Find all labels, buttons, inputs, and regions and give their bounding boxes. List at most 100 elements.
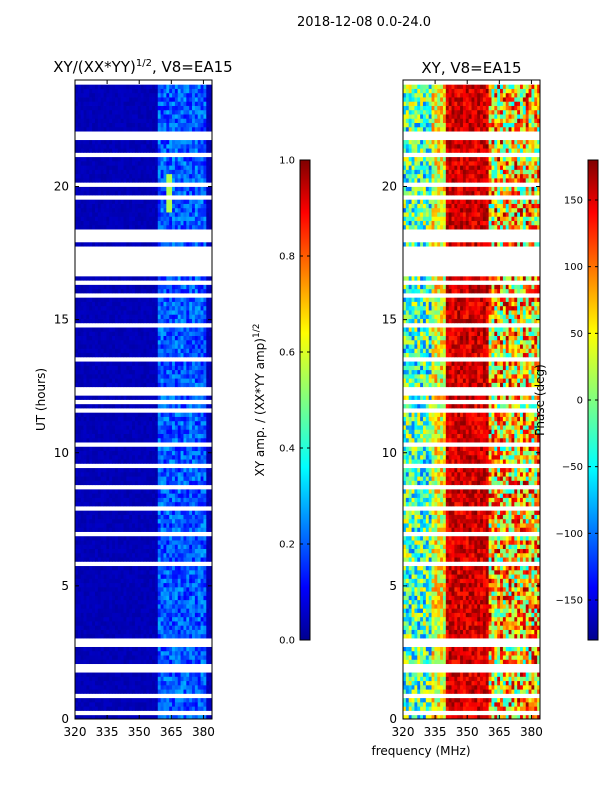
heatmap-cell <box>117 493 122 498</box>
heatmap-cell <box>117 361 122 366</box>
heatmap-cell <box>152 437 156 443</box>
heatmap-cell <box>189 459 193 464</box>
heatmap-cell <box>180 297 184 302</box>
heatmap-cell <box>197 659 201 665</box>
heatmap-cell <box>200 156 204 162</box>
heatmap-cell <box>75 437 79 443</box>
heatmap-cell <box>97 369 102 375</box>
heatmap-cell <box>92 493 96 498</box>
heatmap-cell <box>77 659 82 665</box>
heatmap-cell <box>180 139 184 145</box>
heatmap-cell <box>192 177 196 183</box>
heatmap-cell <box>114 680 119 686</box>
heatmap-cell <box>169 586 173 592</box>
heatmap-cell <box>109 476 113 481</box>
heatmap-cell <box>140 224 144 230</box>
heatmap-cell <box>100 297 104 302</box>
heatmap-cell <box>83 288 87 294</box>
heatmap-cell <box>120 591 124 596</box>
heatmap-cell <box>174 331 179 336</box>
heatmap-cell <box>143 403 147 409</box>
heatmap-cell <box>152 361 156 366</box>
heatmap-cell <box>143 591 147 596</box>
heatmap-cell <box>183 603 187 609</box>
heatmap-cell <box>114 714 119 719</box>
heatmap-cell <box>203 224 207 230</box>
heatmap-cell <box>134 497 139 503</box>
heatmap-cell <box>154 382 159 388</box>
heatmap-cell <box>86 608 90 613</box>
heatmap-cell <box>163 680 167 686</box>
heatmap-cell <box>109 680 113 686</box>
heatmap-cell <box>177 156 181 162</box>
heatmap-cell <box>194 382 199 388</box>
heatmap-cell <box>106 548 110 554</box>
heatmap-cell <box>194 395 199 400</box>
heatmap-cell <box>180 625 184 630</box>
heatmap-cell <box>123 518 127 524</box>
heatmap-cell <box>157 220 162 226</box>
heatmap-cell <box>80 701 84 707</box>
heatmap-cell <box>157 591 162 596</box>
heatmap-cell <box>109 416 113 422</box>
heatmap-cell <box>152 446 156 452</box>
heatmap-cell <box>106 689 110 694</box>
heatmap-cell <box>109 314 113 319</box>
heatmap-cell <box>97 344 102 349</box>
heatmap-cell <box>123 425 127 430</box>
heatmap-cell <box>86 569 90 575</box>
heatmap-cell <box>132 488 136 494</box>
heatmap-cell <box>157 156 162 162</box>
heatmap-cell <box>163 373 167 379</box>
heatmap-cell <box>106 714 110 719</box>
heatmap-cell <box>86 335 90 341</box>
heatmap-cell <box>75 327 79 332</box>
heatmap-cell <box>180 365 184 371</box>
heatmap-cell <box>77 284 82 290</box>
heatmap-cell <box>86 578 90 584</box>
heatmap-cell <box>192 672 196 677</box>
heatmap-cell <box>192 548 196 554</box>
heatmap-cell <box>134 425 139 430</box>
heatmap-cell <box>209 216 212 221</box>
heatmap-cell <box>183 595 187 601</box>
heatmap-cell <box>189 220 193 226</box>
heatmap-cell <box>103 676 107 682</box>
heatmap-cell <box>177 646 181 652</box>
heatmap-cell <box>75 275 79 281</box>
heatmap-cell <box>174 186 179 192</box>
heatmap-cell <box>126 540 130 545</box>
heatmap-cell <box>174 224 179 230</box>
heatmap-cell <box>117 527 122 532</box>
heatmap-cell <box>169 535 173 541</box>
heatmap-cell <box>143 629 147 635</box>
heatmap-cell <box>163 480 167 486</box>
heatmap-cell <box>83 382 87 388</box>
heatmap-cell <box>112 212 116 217</box>
heatmap-cell <box>120 437 124 443</box>
heatmap-cell <box>86 433 90 439</box>
heatmap-cell <box>132 689 136 694</box>
heatmap-cell <box>152 621 156 626</box>
heatmap-cell <box>203 169 207 175</box>
heatmap-cell <box>183 403 187 409</box>
heatmap-cell <box>209 416 212 422</box>
heatmap-cell <box>112 275 116 281</box>
heatmap-cell <box>137 275 142 281</box>
heatmap-cell <box>137 535 142 541</box>
heatmap-cell <box>177 518 181 524</box>
heatmap-cell <box>97 305 102 311</box>
heatmap-cell <box>114 697 119 703</box>
heatmap-cell <box>143 416 147 422</box>
heatmap-cell <box>200 684 204 690</box>
heatmap-cell <box>103 420 107 426</box>
heatmap-cell <box>174 676 179 682</box>
heatmap-cell <box>106 446 110 452</box>
heatmap-cell <box>177 420 181 426</box>
heatmap-cell <box>157 523 162 528</box>
heatmap-cell <box>194 578 199 584</box>
heatmap-cell <box>157 169 162 175</box>
heatmap-cell <box>200 650 204 656</box>
heatmap-cell <box>112 595 116 601</box>
heatmap-cell <box>197 535 201 541</box>
